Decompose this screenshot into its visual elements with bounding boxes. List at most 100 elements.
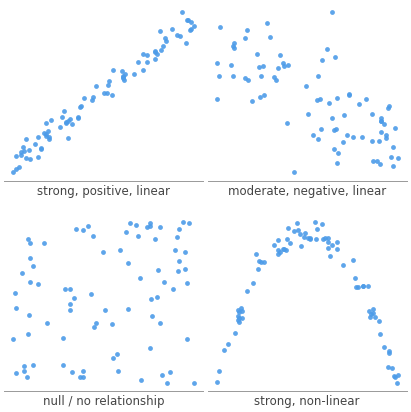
Point [144, 224, 150, 231]
Point [377, 118, 384, 124]
Point [135, 59, 142, 66]
Point [369, 158, 376, 165]
Point [346, 91, 353, 97]
Point [353, 284, 359, 291]
Point [149, 313, 155, 319]
Point [78, 103, 85, 109]
Point [334, 95, 340, 101]
Point [287, 239, 293, 246]
Point [89, 96, 95, 103]
Point [180, 219, 187, 226]
Point [118, 67, 125, 74]
Point [10, 335, 16, 342]
Point [152, 49, 159, 56]
Point [122, 229, 129, 236]
Point [114, 351, 120, 357]
Point [217, 24, 224, 30]
Point [306, 235, 313, 241]
Point [48, 116, 55, 123]
Point [175, 267, 181, 274]
Point [152, 48, 158, 55]
Point [271, 74, 277, 80]
Point [90, 94, 97, 101]
Point [188, 26, 194, 33]
Point [144, 59, 150, 65]
Point [213, 379, 220, 386]
Point [395, 154, 401, 161]
Point [90, 232, 96, 239]
Point [18, 149, 24, 156]
Point [313, 97, 320, 103]
Point [157, 28, 164, 35]
Point [305, 111, 312, 117]
Point [374, 158, 380, 164]
Point [317, 96, 323, 102]
Point [291, 169, 298, 176]
Point [384, 364, 391, 370]
Point [154, 51, 160, 58]
Point [349, 257, 356, 264]
Point [281, 246, 287, 253]
Point [264, 20, 270, 26]
Point [236, 308, 242, 315]
Point [65, 135, 72, 142]
Point [356, 101, 363, 107]
Point [177, 33, 183, 40]
Point [32, 141, 38, 147]
Point [267, 34, 273, 40]
Point [365, 283, 372, 290]
Point [319, 56, 325, 63]
Point [41, 239, 47, 246]
Point [275, 65, 282, 71]
Point [185, 16, 191, 23]
Point [280, 60, 286, 67]
Point [69, 368, 75, 375]
Point [99, 248, 106, 255]
Point [140, 50, 146, 57]
Point [228, 61, 234, 68]
Point [369, 110, 375, 117]
Point [35, 281, 41, 288]
Point [166, 369, 173, 376]
Point [184, 280, 190, 286]
Point [306, 236, 313, 242]
Point [261, 259, 268, 265]
Point [388, 154, 395, 160]
Point [325, 245, 332, 251]
Point [147, 220, 154, 227]
Point [27, 240, 33, 246]
Point [25, 236, 31, 242]
Point [216, 367, 222, 374]
Point [315, 136, 321, 142]
Point [61, 108, 67, 114]
Point [242, 35, 249, 42]
Point [11, 290, 18, 297]
Point [256, 258, 263, 264]
Point [60, 335, 67, 341]
Point [367, 311, 374, 318]
Point [319, 220, 326, 227]
Point [260, 63, 266, 69]
Point [277, 249, 283, 255]
Point [231, 330, 238, 337]
Point [239, 315, 245, 321]
Point [340, 262, 347, 269]
Point [148, 296, 154, 302]
Point [234, 317, 241, 324]
Point [17, 152, 24, 159]
Point [23, 374, 30, 380]
Point [244, 27, 250, 33]
Point [283, 119, 290, 126]
Point [21, 363, 28, 370]
Point [170, 286, 177, 293]
Point [213, 60, 220, 67]
Point [18, 269, 25, 276]
Point [363, 96, 369, 103]
Point [44, 320, 51, 326]
Point [291, 228, 298, 235]
Point [325, 234, 331, 241]
Point [257, 94, 263, 100]
Point [75, 115, 81, 121]
Point [322, 234, 329, 241]
Point [127, 220, 134, 227]
